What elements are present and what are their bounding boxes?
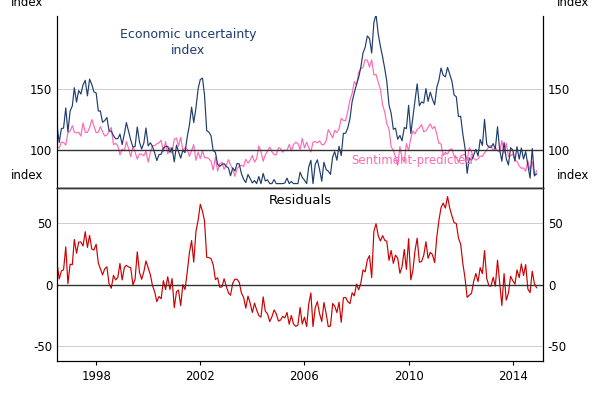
Text: Sentiment-predicted: Sentiment-predicted [351, 154, 473, 167]
Text: index: index [11, 168, 43, 182]
Text: index: index [11, 0, 43, 9]
Text: Residuals: Residuals [268, 194, 332, 207]
Text: Economic uncertainty
index: Economic uncertainty index [120, 28, 256, 57]
Text: index: index [557, 168, 589, 182]
Text: index: index [557, 0, 589, 9]
